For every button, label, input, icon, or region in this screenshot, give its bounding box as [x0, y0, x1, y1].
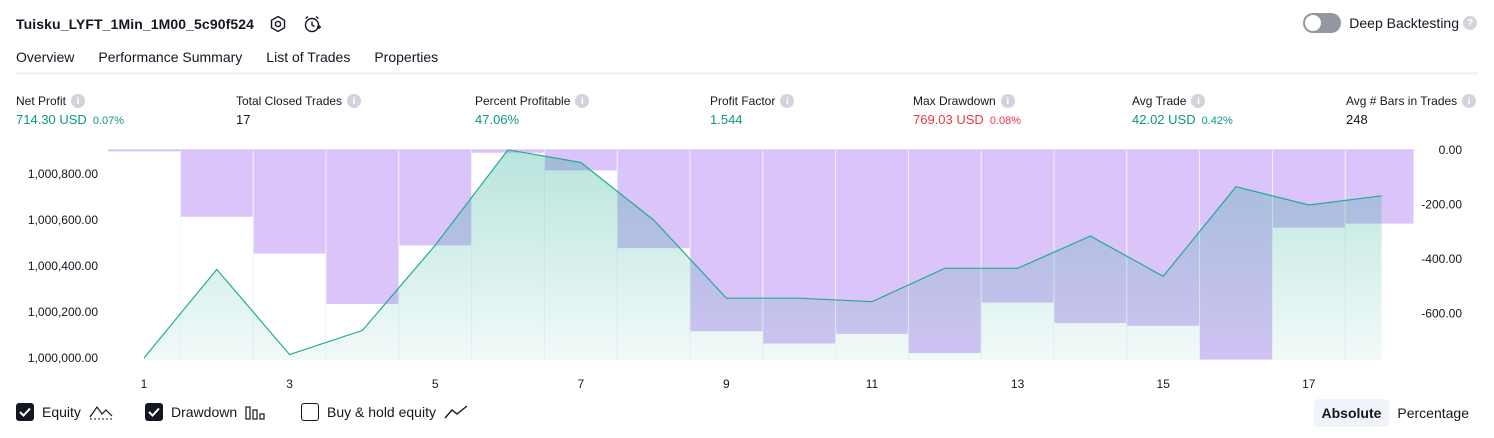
metric-value: 42.02 USD: [1132, 112, 1196, 127]
drawdown-bar: [253, 150, 326, 254]
info-icon[interactable]: i: [1191, 94, 1206, 108]
metric-value: 248: [1346, 112, 1368, 127]
equity-label: Equity: [42, 404, 81, 420]
metric-value: 769.03 USD: [913, 112, 984, 127]
absolute-button[interactable]: Absolute: [1313, 399, 1390, 427]
chart-axes: 1,000,000.00 1,000,200.00 1,000,400.00 1,00…: [28, 143, 1462, 391]
settings-icon[interactable]: [268, 14, 288, 34]
y-left-tick-label: 1,000,600.00: [28, 213, 98, 227]
x-tick-label: 15: [1157, 377, 1171, 391]
help-icon[interactable]: ?: [1463, 16, 1477, 30]
tab-divider: [16, 72, 1478, 75]
drawdown-checkbox[interactable]: [145, 403, 163, 421]
x-tick-label: 1: [141, 377, 148, 391]
deep-backtesting-toggle[interactable]: [1303, 13, 1342, 33]
drawdown-bar: [108, 150, 180, 152]
y-right-tick-label: -200.00: [1421, 198, 1462, 212]
tab-overview[interactable]: Overview: [16, 46, 75, 75]
metric-value: 1.544: [710, 112, 743, 127]
strategy-header: Tuisku_LYFT_1Min_1M00_5c90f524: [16, 12, 322, 36]
drawdown-label: Drawdown: [171, 404, 238, 420]
drawdown-bars-icon: [245, 404, 267, 420]
metric-value: 17: [236, 112, 251, 127]
y-left-tick-label: 1,000,200.00: [28, 305, 98, 319]
tab-properties[interactable]: Properties: [374, 49, 439, 65]
buy-hold-label: Buy & hold equity: [327, 404, 436, 420]
metric-profit-factor: Profit Factor i 1.544: [710, 93, 795, 127]
equity-series: [143, 149, 1382, 360]
report-tabs: Overview Performance Summary List of Tra…: [16, 46, 462, 75]
metric-label: Percent Profitable: [475, 94, 571, 108]
equity-checkbox[interactable]: [16, 403, 34, 421]
x-tick-label: 3: [286, 377, 293, 391]
metric-percent-profitable: Percent Profitable i 47.06%: [475, 93, 590, 127]
legend-buy-hold[interactable]: Buy & hold equity: [301, 403, 468, 421]
info-icon[interactable]: i: [575, 94, 590, 108]
info-icon[interactable]: i: [71, 94, 86, 108]
tab-performance-summary[interactable]: Performance Summary: [98, 49, 243, 65]
y-right-tick-label: -600.00: [1421, 307, 1462, 321]
drawdown-bar: [326, 150, 399, 304]
y-left-tick-label: 1,000,800.00: [28, 167, 98, 181]
metric-label: Avg Trade: [1132, 94, 1187, 108]
add-alert-clock-icon[interactable]: [302, 14, 322, 34]
equity-area: [144, 149, 1382, 360]
deep-backtesting: Deep Backtesting ?: [1303, 13, 1477, 33]
legend-drawdown[interactable]: Drawdown: [145, 403, 267, 421]
metric-label: Max Drawdown: [913, 94, 996, 108]
x-tick-label: 9: [723, 377, 730, 391]
metric-value: 47.06%: [475, 112, 520, 127]
metric-total-closed-trades: Total Closed Trades i 17: [236, 93, 362, 127]
info-icon[interactable]: i: [1000, 94, 1015, 108]
metric-max-drawdown: Max Drawdown i 769.03 USD 0.08%: [913, 93, 1021, 127]
y-left-tick-label: 1,000,000.00: [28, 351, 98, 365]
x-tick-label: 7: [577, 377, 584, 391]
equity-line: [143, 149, 1382, 359]
percentage-button[interactable]: Percentage: [1397, 405, 1469, 421]
buy-hold-line-icon: [444, 404, 468, 420]
y-left-tick-label: 1,000,400.00: [28, 259, 98, 273]
metric-net-profit: Net Profit i 714.30 USD 0.07%: [16, 93, 124, 127]
metric-label: Total Closed Trades: [236, 94, 343, 108]
buy-hold-checkbox[interactable]: [301, 403, 319, 421]
metric-label: Profit Factor: [710, 94, 776, 108]
metric-percent: 0.42%: [1201, 115, 1233, 127]
value-mode-toggle: Absolute Percentage: [1313, 399, 1478, 427]
info-icon[interactable]: i: [347, 94, 362, 108]
metric-label: Net Profit: [16, 94, 67, 108]
y-right-tick-label: -400.00: [1421, 252, 1462, 266]
toggle-knob: [1305, 15, 1322, 31]
y-right-tick-label: 0.00: [1439, 143, 1463, 157]
x-tick-label: 17: [1302, 377, 1316, 391]
equity-line-icon: [89, 404, 113, 420]
metric-avg-trade: Avg Trade i 42.02 USD 0.42%: [1132, 93, 1233, 127]
metric-label: Avg # Bars in Trades: [1346, 94, 1458, 108]
info-icon[interactable]: i: [780, 94, 795, 108]
x-tick-label: 11: [866, 377, 879, 391]
tab-list-of-trades[interactable]: List of Trades: [266, 49, 351, 65]
legend-equity[interactable]: Equity: [16, 403, 113, 421]
deep-backtesting-label: Deep Backtesting: [1349, 15, 1459, 31]
metric-percent: 0.08%: [989, 115, 1022, 127]
equity-drawdown-chart[interactable]: 1,000,000.00 1,000,200.00 1,000,400.00 1,00…: [0, 140, 1494, 400]
metric-avg-bars: Avg # Bars in Trades i 248: [1346, 93, 1477, 127]
x-tick-label: 5: [432, 377, 439, 391]
strategy-name: Tuisku_LYFT_1Min_1M00_5c90f524: [16, 16, 255, 32]
metric-percent: 0.07%: [92, 115, 125, 127]
info-icon[interactable]: i: [1462, 94, 1477, 108]
drawdown-bar: [180, 150, 253, 217]
metric-value: 714.30 USD: [16, 112, 87, 127]
x-tick-label: 13: [1011, 377, 1025, 391]
